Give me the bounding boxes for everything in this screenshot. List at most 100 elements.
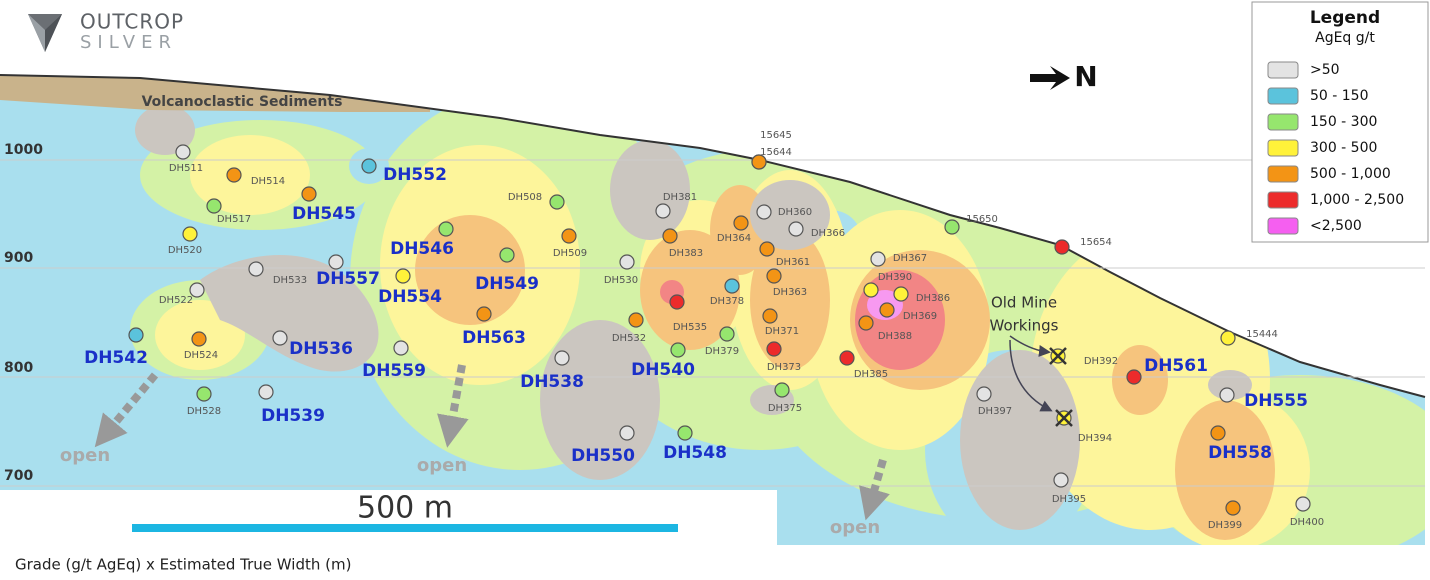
north-arrow: N <box>1030 60 1098 93</box>
drill-hole <box>619 254 635 270</box>
drill-hole <box>1219 387 1235 403</box>
open-label: open <box>830 517 880 538</box>
open-labels: open open open <box>60 445 880 538</box>
drill-hole <box>476 306 492 322</box>
drill-hole-label: DH533 <box>273 275 307 286</box>
drill-hole-label: DH535 <box>673 322 707 333</box>
drill-hole-label: DH522 <box>159 295 193 306</box>
drill-hole <box>670 342 686 358</box>
drill-hole <box>893 286 909 302</box>
drill-hole-label: 15650 <box>966 214 998 225</box>
drill-hole <box>1220 330 1236 346</box>
legend-label: 50 - 150 <box>1310 88 1369 104</box>
drill-hole-label: 15644 <box>760 147 792 158</box>
drill-hole-label: DH364 <box>717 233 751 244</box>
drill-hole-label: DH399 <box>1208 520 1242 531</box>
drill-hole <box>1053 472 1069 488</box>
drill-hole <box>226 167 242 183</box>
drill-hole-label: DH386 <box>916 293 950 304</box>
elevation-lines <box>0 159 1425 487</box>
drill-hole <box>301 186 317 202</box>
drill-hole-label: DH397 <box>978 406 1012 417</box>
drill-hole-label: DH508 <box>508 192 542 203</box>
legend-label: 300 - 500 <box>1310 140 1377 156</box>
drill-hole-label: DH552 <box>383 165 447 185</box>
legend-label: 500 - 1,000 <box>1310 166 1391 182</box>
elevation-label: 700 <box>4 468 33 484</box>
workings-arrows <box>1009 335 1053 412</box>
logo: OUTCROP SILVER <box>28 10 183 53</box>
drill-hole <box>182 226 198 242</box>
drill-hole-label: DH390 <box>878 272 912 283</box>
drill-hole <box>733 215 749 231</box>
drill-hole-label: DH545 <box>292 204 356 224</box>
drill-hole <box>272 330 288 346</box>
drill-hole-label: DH367 <box>893 253 927 264</box>
drill-hole <box>554 350 570 366</box>
drill-hole <box>328 254 344 270</box>
legend-label: 1,000 - 2,500 <box>1310 192 1404 208</box>
drill-hole <box>719 326 735 342</box>
open-arrows <box>94 364 890 521</box>
drill-hole-label: DH375 <box>768 403 802 414</box>
drill-hole-label: DH517 <box>217 214 251 225</box>
drill-hole-label: DH538 <box>520 372 584 392</box>
drill-hole-label: DH369 <box>903 311 937 322</box>
open-label: open <box>60 445 110 466</box>
legend-swatch <box>1267 61 1299 79</box>
drill-hole-label: DH555 <box>1244 391 1308 411</box>
drill-hole-label: DH394 <box>1078 433 1112 444</box>
drill-hole <box>1210 425 1226 441</box>
drill-hole <box>863 282 879 298</box>
drill-hole <box>361 158 377 174</box>
drill-hole <box>561 228 577 244</box>
drill-hole-label: DH381 <box>663 192 697 203</box>
legend-label: >50 <box>1310 62 1340 78</box>
drill-hole <box>788 221 804 237</box>
drill-hole <box>1126 369 1142 385</box>
drill-hole <box>870 251 886 267</box>
drill-hole-label: DH539 <box>261 406 325 426</box>
drill-hole <box>191 331 207 347</box>
legend: Legend AgEq g/t >50 50 - 150 150 - 300 300 … <box>1251 1 1429 243</box>
drill-hole-label: DH546 <box>390 239 454 259</box>
drill-hole <box>879 302 895 318</box>
drill-hole-label: DH514 <box>251 176 285 187</box>
drill-hole-label: DH385 <box>854 369 888 380</box>
drill-hole <box>655 203 671 219</box>
legend-swatch <box>1267 165 1299 183</box>
drill-hole-label: DH540 <box>631 360 695 380</box>
topography <box>0 74 1426 398</box>
scale-label: 500 m <box>357 491 453 526</box>
legend-swatch <box>1267 139 1299 157</box>
elevation-label: 900 <box>4 250 33 266</box>
drill-hole-label: DH388 <box>878 331 912 342</box>
drill-hole-label: DH563 <box>462 328 526 348</box>
drill-hole-label: DH542 <box>84 348 148 368</box>
drill-hole-label: DH520 <box>168 245 202 256</box>
drill-hole <box>395 268 411 284</box>
drill-hole-label: DH532 <box>612 333 646 344</box>
drill-hole <box>774 382 790 398</box>
drill-hole-label: DH561 <box>1144 356 1208 376</box>
drill-hole-label: DH400 <box>1290 517 1324 528</box>
drill-hole-label: DH383 <box>669 248 703 259</box>
drill-hole <box>858 315 874 331</box>
drill-hole-label: DH379 <box>705 346 739 357</box>
workings-line: Workings <box>990 317 1059 335</box>
drill-hole-label: DH524 <box>184 350 218 361</box>
drill-hole <box>976 386 992 402</box>
drill-hole <box>206 198 222 214</box>
drill-hole <box>944 219 960 235</box>
drill-hole-label: 15654 <box>1080 237 1112 248</box>
drill-hole-label: DH378 <box>710 296 744 307</box>
drill-hole-label: DH373 <box>767 362 801 373</box>
logo-subname: SILVER <box>80 32 177 53</box>
drill-hole <box>762 308 778 324</box>
drill-hole <box>258 384 274 400</box>
drill-hole-label: DH360 <box>778 207 812 218</box>
drill-hole <box>619 425 635 441</box>
legend-subtitle: AgEq g/t <box>1315 30 1375 46</box>
open-label: open <box>417 455 467 476</box>
drill-hole-label: DH366 <box>811 228 845 239</box>
